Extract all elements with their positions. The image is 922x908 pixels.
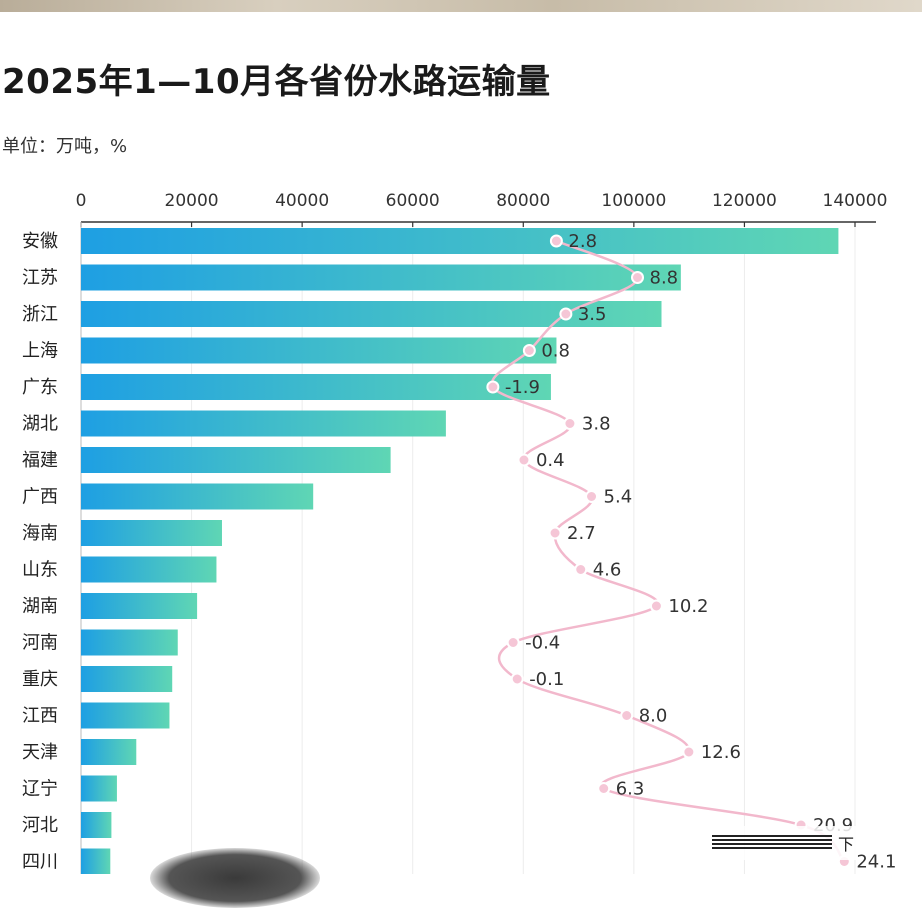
growth-label: 8.0 bbox=[639, 706, 668, 727]
growth-label: 3.5 bbox=[578, 304, 607, 325]
x-tick-label: 20000 bbox=[165, 191, 219, 211]
category-label: 辽宁 bbox=[22, 779, 58, 800]
photo-edge-shadow bbox=[150, 848, 320, 908]
bar bbox=[81, 228, 839, 254]
bar bbox=[81, 374, 551, 400]
bar bbox=[81, 301, 662, 327]
growth-label: 0.8 bbox=[541, 341, 570, 362]
watermark-lines bbox=[712, 835, 832, 851]
category-label: 湖南 bbox=[22, 596, 58, 617]
growth-line-path bbox=[490, 239, 846, 863]
bar bbox=[81, 629, 178, 656]
growth-point bbox=[549, 234, 563, 248]
bar bbox=[81, 447, 391, 473]
x-tick-label: 120000 bbox=[712, 191, 777, 211]
top-photo-strip bbox=[0, 0, 922, 12]
category-label: 天津 bbox=[22, 742, 58, 763]
bar bbox=[81, 702, 170, 729]
bar bbox=[81, 812, 112, 838]
growth-point bbox=[563, 417, 577, 430]
bar bbox=[81, 337, 557, 364]
x-axis: 0 20000 40000 60000 80000 100000 120000 140000 bbox=[76, 191, 888, 874]
growth-label: -1.9 bbox=[505, 377, 540, 398]
growth-point bbox=[548, 526, 562, 540]
growth-label: 2.7 bbox=[567, 523, 596, 544]
category-label: 江苏 bbox=[22, 268, 58, 289]
growth-point bbox=[574, 563, 588, 576]
growth-label: 12.6 bbox=[701, 742, 741, 763]
unit-label: 单位：万吨，% bbox=[2, 136, 128, 157]
category-label: 河北 bbox=[22, 815, 58, 836]
bar bbox=[81, 739, 137, 765]
grid-lines bbox=[80, 222, 856, 874]
growth-label: 2.8 bbox=[568, 231, 597, 252]
category-label: 重庆 bbox=[22, 669, 58, 690]
growth-point bbox=[506, 636, 520, 649]
bar bbox=[81, 410, 446, 437]
category-label: 河南 bbox=[22, 633, 58, 654]
watermark: 下 bbox=[708, 826, 859, 860]
category-label: 安徽 bbox=[22, 231, 58, 252]
growth-line: 2.8 8.8 3.5 0.8-1.9 3.8 0.4 5.4 2.7 4.6 10.2 -0.4 -… bbox=[486, 231, 896, 873]
bar bbox=[81, 520, 222, 546]
x-tick-label: 100000 bbox=[601, 191, 666, 211]
category-label: 江西 bbox=[22, 706, 58, 727]
growth-point bbox=[486, 380, 500, 394]
growth-label: 4.6 bbox=[593, 560, 622, 581]
watermark-text: 下 bbox=[838, 835, 855, 854]
bar-chart: 0 20000 40000 60000 80000 100000 120000 140000 … bbox=[22, 191, 896, 874]
x-tick-label: 60000 bbox=[386, 191, 440, 211]
x-tick-label: 80000 bbox=[496, 191, 550, 211]
growth-label: -0.1 bbox=[529, 669, 564, 690]
growth-label: 5.4 bbox=[604, 487, 633, 508]
x-tick-label: 0 bbox=[76, 191, 87, 211]
category-label: 湖北 bbox=[22, 414, 58, 435]
growth-point bbox=[522, 344, 536, 357]
x-tick-label: 40000 bbox=[275, 191, 329, 211]
category-label: 广东 bbox=[22, 377, 58, 398]
growth-label: 0.4 bbox=[536, 450, 565, 471]
growth-point bbox=[649, 599, 663, 613]
bars bbox=[81, 228, 839, 874]
category-label: 海南 bbox=[22, 523, 58, 544]
growth-label: 24.1 bbox=[856, 852, 896, 873]
growth-point bbox=[517, 453, 531, 467]
growth-label: -0.4 bbox=[525, 633, 560, 654]
growth-point bbox=[597, 782, 611, 795]
bar bbox=[81, 483, 314, 510]
category-label: 福建 bbox=[22, 450, 58, 471]
growth-point bbox=[631, 271, 645, 284]
category-label: 四川 bbox=[22, 852, 58, 873]
bar bbox=[81, 593, 198, 619]
growth-label: 3.8 bbox=[582, 414, 611, 435]
category-label: 广西 bbox=[22, 487, 58, 508]
growth-point bbox=[620, 709, 634, 722]
category-label: 上海 bbox=[22, 341, 58, 362]
growth-label: 10.2 bbox=[668, 596, 708, 617]
growth-label: 6.3 bbox=[616, 779, 645, 800]
category-label: 山东 bbox=[22, 560, 58, 581]
x-tick-label: 140000 bbox=[823, 191, 888, 211]
chart-title: 2025年1—10月各省份水路运输量 bbox=[2, 62, 551, 102]
growth-point bbox=[585, 490, 599, 503]
bar bbox=[81, 556, 217, 583]
bar bbox=[81, 666, 173, 692]
bar bbox=[81, 775, 117, 802]
bar bbox=[81, 848, 111, 874]
growth-label: 8.8 bbox=[650, 268, 679, 289]
growth-point bbox=[510, 672, 524, 686]
bar bbox=[81, 264, 681, 291]
growth-point bbox=[559, 307, 573, 321]
growth-point bbox=[682, 745, 696, 759]
category-label: 浙江 bbox=[22, 304, 58, 325]
